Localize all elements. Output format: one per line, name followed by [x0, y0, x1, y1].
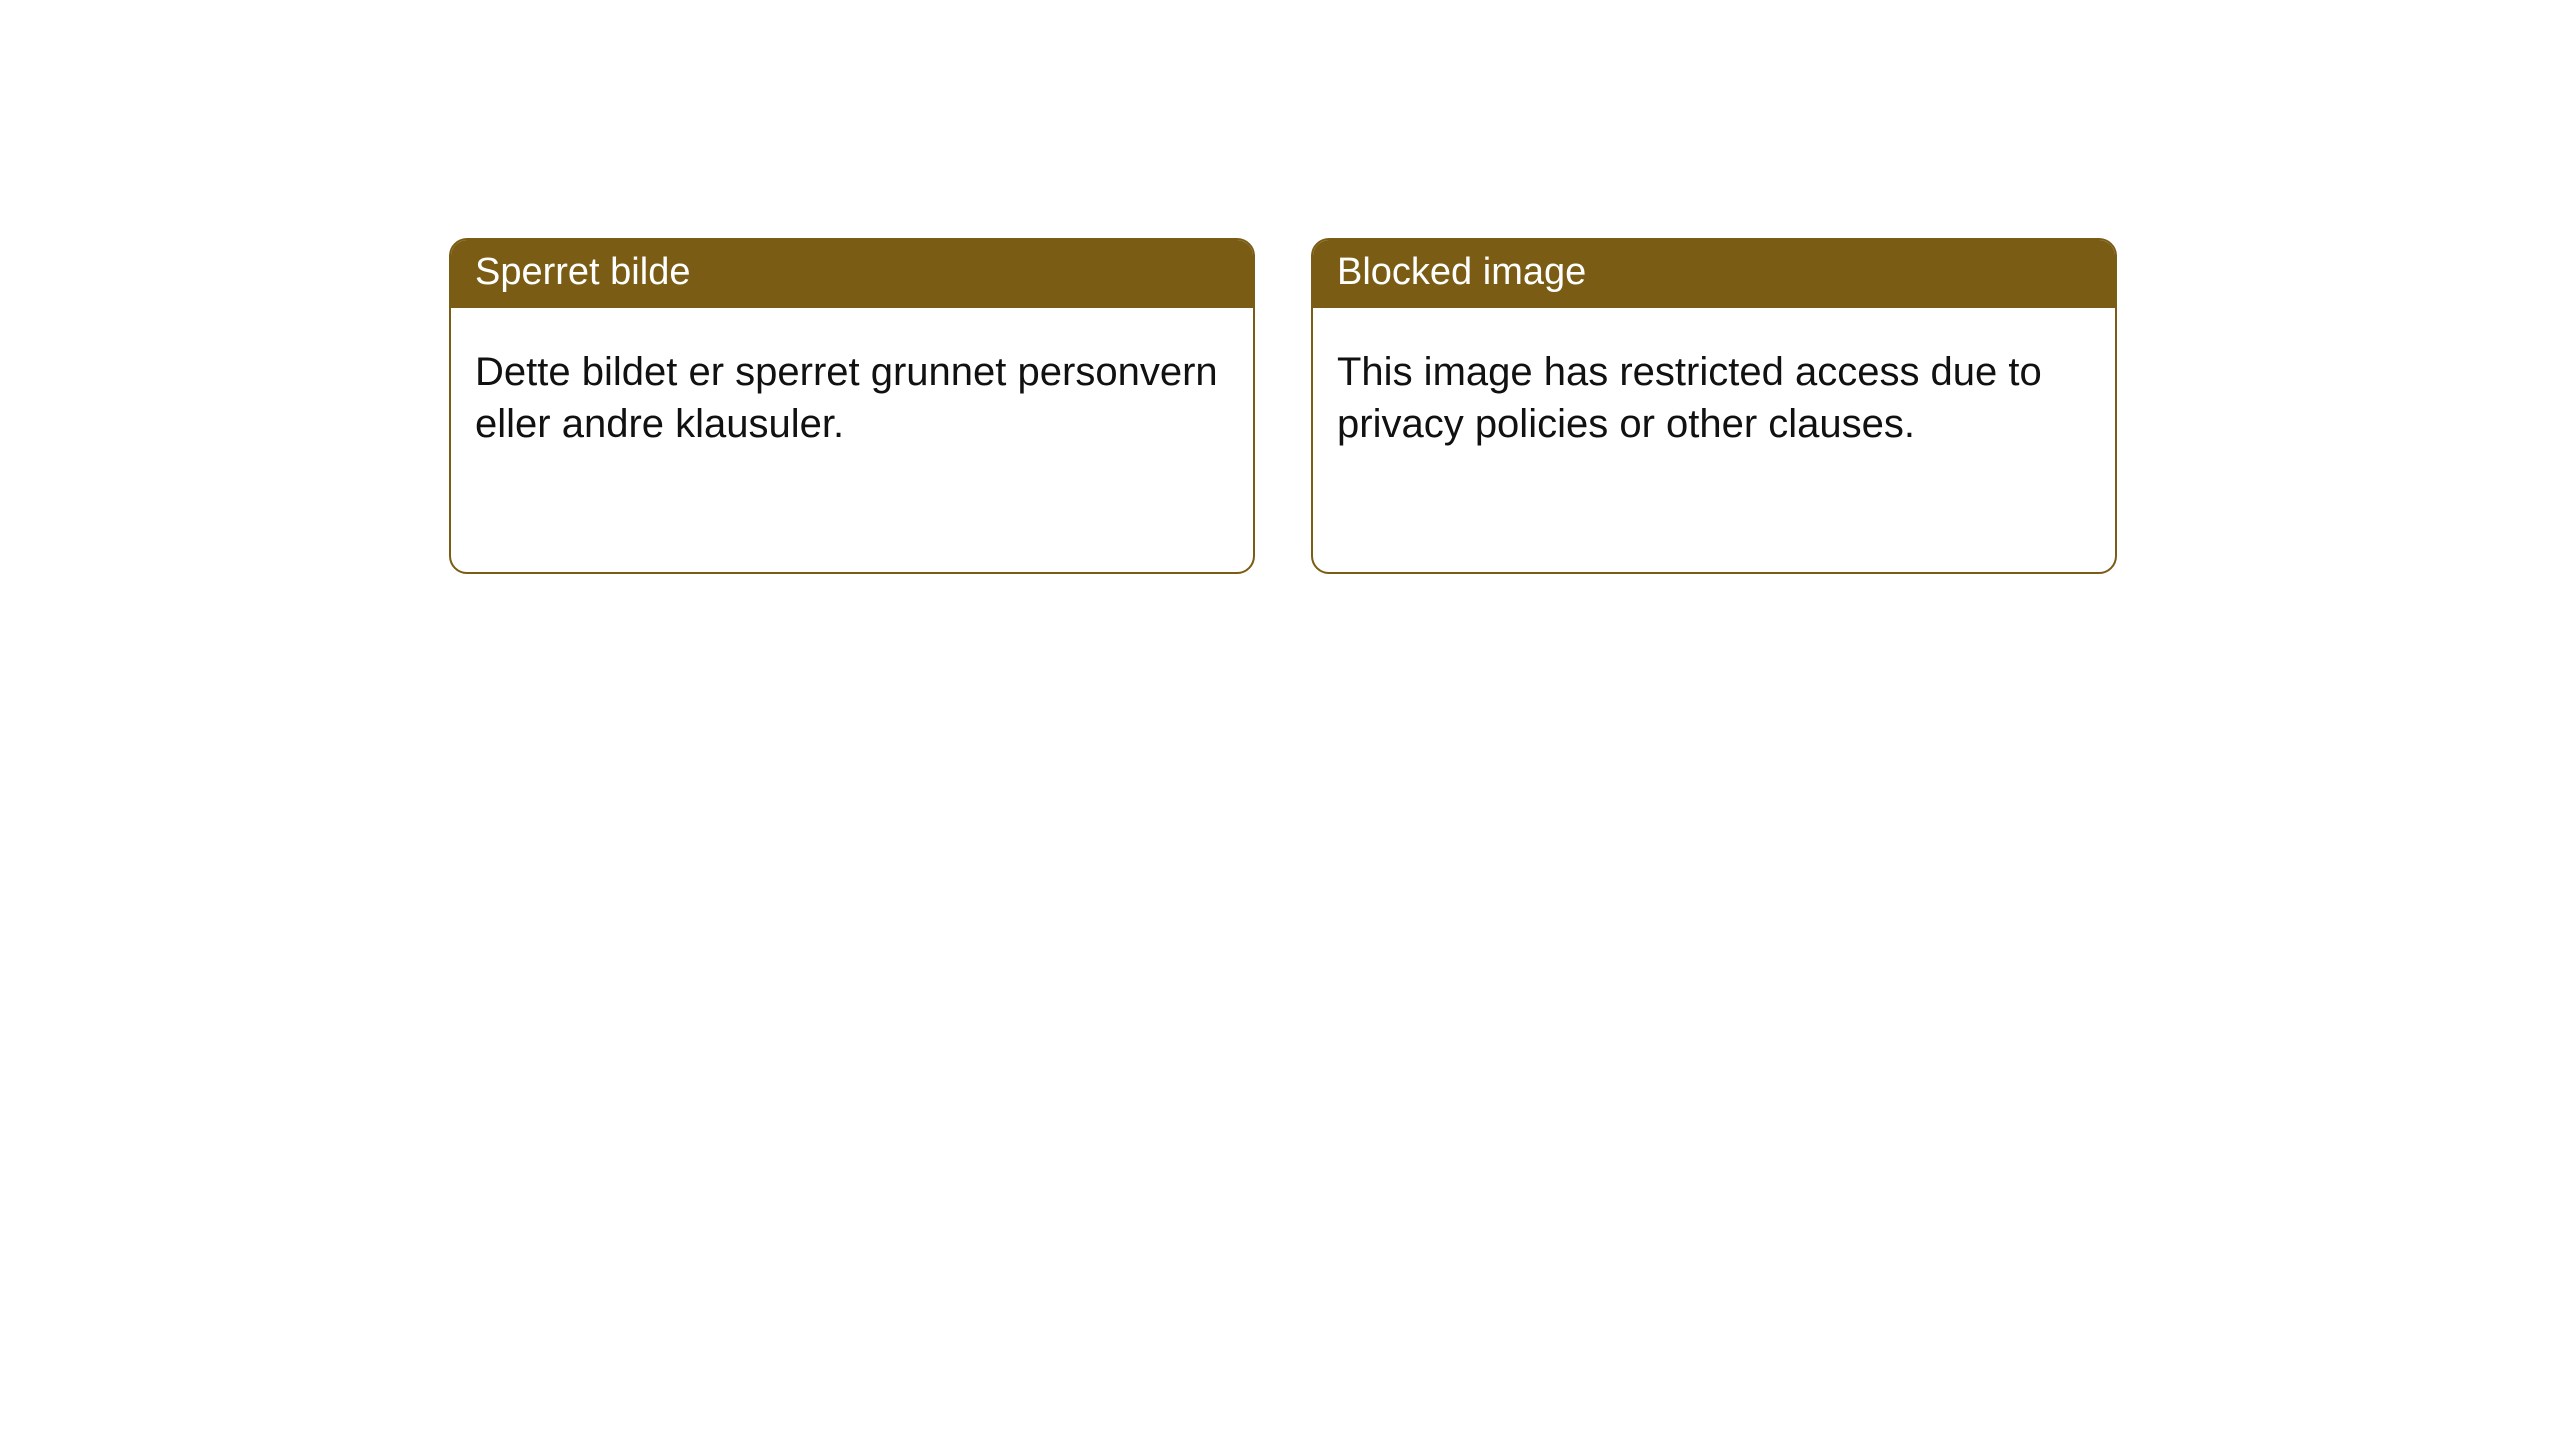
notice-body: Dette bildet er sperret grunnet personve… — [451, 308, 1253, 488]
notice-title-text: Sperret bilde — [475, 251, 690, 293]
notice-body-text: Dette bildet er sperret grunnet personve… — [475, 350, 1218, 446]
notice-card-english: Blocked image This image has restricted … — [1311, 238, 2117, 574]
notice-body-text: This image has restricted access due to … — [1337, 350, 2042, 446]
notice-header: Blocked image — [1313, 240, 2115, 308]
notice-card-norwegian: Sperret bilde Dette bildet er sperret gr… — [449, 238, 1255, 574]
notice-header: Sperret bilde — [451, 240, 1253, 308]
notice-title-text: Blocked image — [1337, 251, 1586, 293]
notice-container: Sperret bilde Dette bildet er sperret gr… — [0, 0, 2560, 574]
notice-body: This image has restricted access due to … — [1313, 308, 2115, 488]
